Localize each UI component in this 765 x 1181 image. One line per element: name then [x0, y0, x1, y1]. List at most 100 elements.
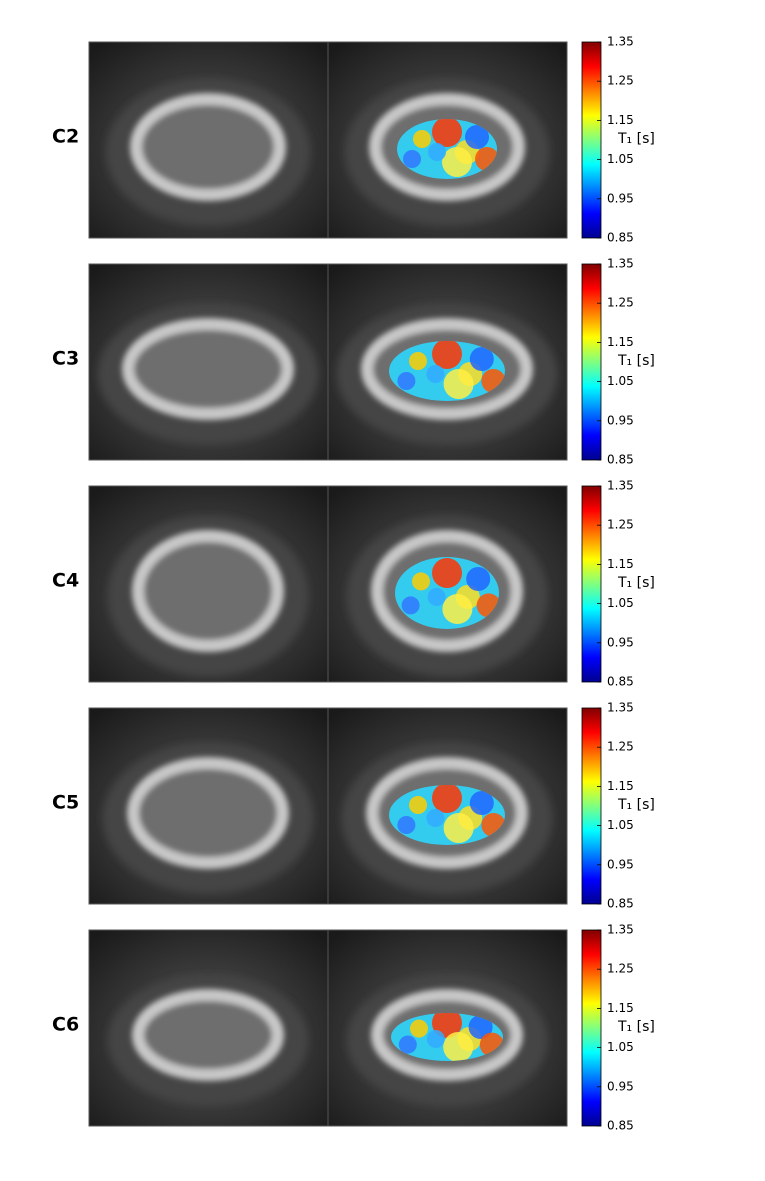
- map-blob: [412, 572, 430, 591]
- map-blob: [428, 143, 446, 161]
- ring: [127, 757, 289, 869]
- colorbar: [581, 707, 602, 905]
- colorbar-label: T₁ [s]: [617, 353, 655, 369]
- map-blob: [432, 558, 462, 588]
- ring: [130, 93, 286, 201]
- colorbar-tick-label: 0.95: [607, 635, 634, 649]
- map-blob: [469, 791, 494, 815]
- panel: C4 0.85 0.95 1.05 1.15 1.25 1.35 T₁ [s]: [52, 479, 655, 689]
- cord-map: [389, 341, 505, 401]
- colorbar-tick-label: 0.85: [607, 675, 634, 689]
- mri-image: [88, 485, 329, 683]
- map-blob: [409, 796, 427, 814]
- colorbar-tick-label: 1.05: [607, 152, 634, 166]
- map-blob: [468, 1015, 493, 1039]
- ring: [132, 530, 284, 652]
- colorbar-tick-label: 0.95: [607, 1079, 634, 1093]
- map-blob: [442, 147, 472, 177]
- map-blob: [443, 369, 474, 399]
- colorbar-tick-label: 1.05: [607, 818, 634, 832]
- colorbar-tick-label: 0.95: [607, 857, 634, 871]
- map-blob: [397, 372, 416, 390]
- map-blob: [397, 816, 416, 834]
- colorbar-tick-label: 1.15: [607, 113, 634, 127]
- panel-label: C5: [52, 792, 79, 814]
- colorbar-tick-label: 1.25: [607, 518, 634, 532]
- colorbar-tick-label: 0.95: [607, 413, 634, 427]
- colorbar-tick-label: 1.05: [607, 374, 634, 388]
- map-blob: [410, 1019, 428, 1038]
- panel: C5 0.85 0.95 1.05 1.15 1.25 1.35 T₁ [s]: [52, 701, 655, 911]
- map-blob: [466, 567, 491, 591]
- map-blob: [432, 1013, 462, 1038]
- image-frame: [327, 707, 568, 905]
- colorbar-tick-label: 0.85: [607, 1119, 634, 1133]
- ring: [122, 318, 294, 420]
- map-blob: [426, 809, 445, 827]
- colorbar-tick-label: 1.35: [607, 35, 634, 49]
- cord-map: [389, 785, 505, 845]
- colorbar-tick-label: 1.15: [607, 557, 634, 571]
- colorbar-tick-label: 1.25: [607, 74, 634, 88]
- map-blob: [432, 341, 462, 369]
- panel-label: C3: [52, 348, 79, 370]
- colorbar: [581, 485, 602, 683]
- mri-image: [88, 929, 329, 1127]
- map-blob: [442, 594, 473, 624]
- colorbar-tick-label: 1.25: [607, 740, 634, 754]
- colorbar: [581, 41, 602, 239]
- image-frame: [327, 41, 568, 239]
- colorbar: [581, 929, 602, 1127]
- colorbar-tick-label: 1.25: [607, 296, 634, 310]
- map-blob: [427, 588, 446, 606]
- colorbar-label: T₁ [s]: [617, 1019, 655, 1035]
- colorbar-tick-label: 1.05: [607, 596, 634, 610]
- colorbar-tick-label: 0.85: [607, 453, 634, 467]
- panel: C3 0.85 0.95 1.05 1.15 1.25 1.35 T₁ [s]: [52, 257, 655, 467]
- colorbar: [581, 263, 602, 461]
- map-blob: [443, 813, 474, 843]
- mri-image: [88, 263, 329, 461]
- ring: [132, 989, 284, 1081]
- colorbar-tick-label: 1.35: [607, 257, 634, 271]
- overlay-image: [327, 929, 568, 1127]
- map-blob: [403, 150, 421, 168]
- colorbar-tick-label: 1.15: [607, 1001, 634, 1015]
- colorbar-label: T₁ [s]: [617, 575, 655, 591]
- colorbar-tick-label: 1.35: [607, 701, 634, 715]
- colorbar-label: T₁ [s]: [617, 131, 655, 147]
- panel-label: C2: [52, 126, 79, 148]
- map-blob: [426, 1030, 445, 1048]
- colorbar-tick-label: 1.15: [607, 779, 634, 793]
- panel: C2 0.85 0.95 1.05 1.15 1.25 1.35 T₁ [s]: [52, 35, 655, 245]
- colorbar-tick-label: 1.15: [607, 335, 634, 349]
- mri-image: [88, 41, 329, 239]
- cord-map: [397, 119, 497, 179]
- colorbar-tick-label: 1.05: [607, 1040, 634, 1054]
- map-blob: [426, 365, 445, 383]
- map-blob: [465, 125, 489, 149]
- colorbar-tick-label: 1.25: [607, 962, 634, 976]
- colorbar-label: T₁ [s]: [617, 797, 655, 813]
- overlay-image: [327, 707, 568, 905]
- colorbar-tick-label: 1.35: [607, 923, 634, 937]
- map-blob: [443, 1032, 474, 1061]
- colorbar-tick-label: 1.35: [607, 479, 634, 493]
- image-frame: [327, 263, 568, 461]
- cord-map: [391, 1013, 503, 1061]
- map-blob: [398, 1035, 417, 1054]
- map-blob: [409, 352, 427, 370]
- map-blob: [432, 785, 462, 813]
- map-blob: [413, 130, 431, 148]
- colorbar-tick-label: 0.85: [607, 231, 634, 245]
- panel-label: C6: [52, 1014, 79, 1036]
- map-blob: [401, 596, 420, 615]
- image-frame: [327, 929, 568, 1127]
- map-blob: [432, 119, 462, 147]
- mri-image: [88, 707, 329, 905]
- overlay-image: [327, 485, 568, 683]
- colorbar-tick-label: 0.95: [607, 191, 634, 205]
- colorbar-tick-label: 0.85: [607, 897, 634, 911]
- image-frame: [327, 485, 568, 683]
